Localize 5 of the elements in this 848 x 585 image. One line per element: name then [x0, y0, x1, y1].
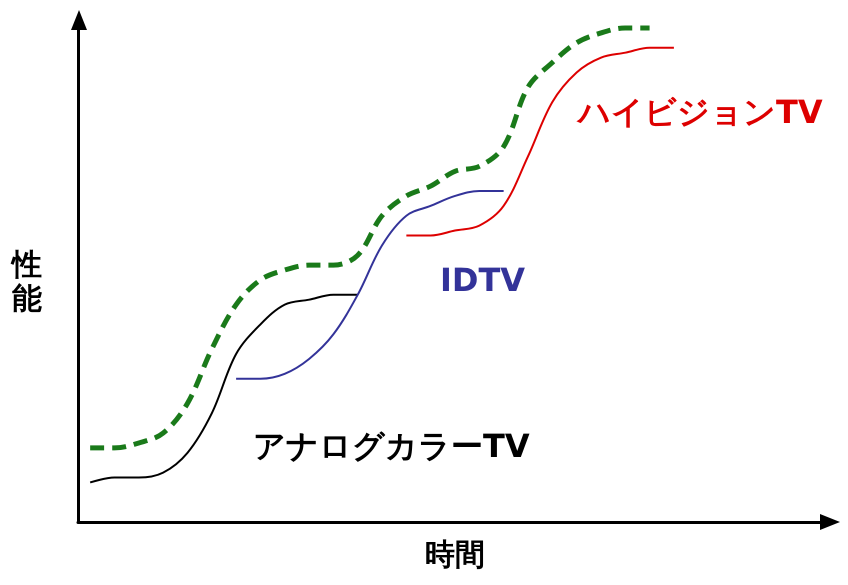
- series-label: アナログカラーTV: [253, 427, 530, 465]
- series-label: IDTV: [440, 261, 526, 299]
- x-axis-title: 時間: [425, 538, 485, 572]
- series-label: ハイビジョンTV: [576, 93, 823, 131]
- y-axis-title: 性能: [10, 248, 42, 316]
